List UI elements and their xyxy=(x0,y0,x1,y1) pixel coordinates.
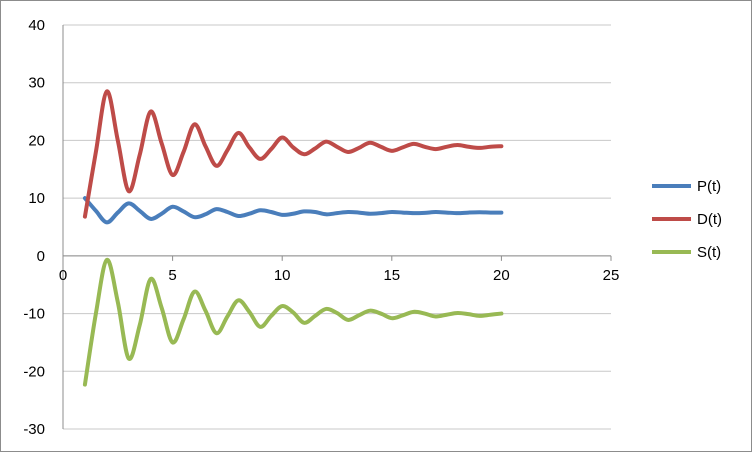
x-tick-label: 25 xyxy=(603,267,620,284)
axes: 40 30 20 10 0 -10 -20 -30 0 5 10 15 20 25 xyxy=(23,17,619,438)
legend-label: P(t) xyxy=(697,178,721,195)
y-tick-label: 40 xyxy=(28,17,45,34)
y-tick-label: -20 xyxy=(23,363,45,380)
series-line-s-t xyxy=(82,257,504,387)
y-tick-label: 0 xyxy=(37,248,45,265)
x-tick-label: 5 xyxy=(168,267,176,284)
y-tick-label: -10 xyxy=(23,306,45,323)
legend-label: D(t) xyxy=(697,211,722,228)
y-tick-label: 30 xyxy=(28,75,45,92)
x-tick-label: 0 xyxy=(59,267,67,284)
series-line-p-t xyxy=(82,196,504,225)
y-tick-label: -30 xyxy=(23,421,45,438)
y-tick-label: 10 xyxy=(28,190,45,207)
series-lines xyxy=(82,89,504,387)
gridlines xyxy=(63,24,611,430)
y-tick-label: 20 xyxy=(28,132,45,149)
x-tick-label: 10 xyxy=(274,267,291,284)
series-line-d-t xyxy=(82,89,504,219)
x-tick-label: 20 xyxy=(493,267,510,284)
legend-label: S(t) xyxy=(697,244,721,261)
legend: P(t) D(t) S(t) xyxy=(652,178,722,261)
x-tick-label: 15 xyxy=(383,267,400,284)
